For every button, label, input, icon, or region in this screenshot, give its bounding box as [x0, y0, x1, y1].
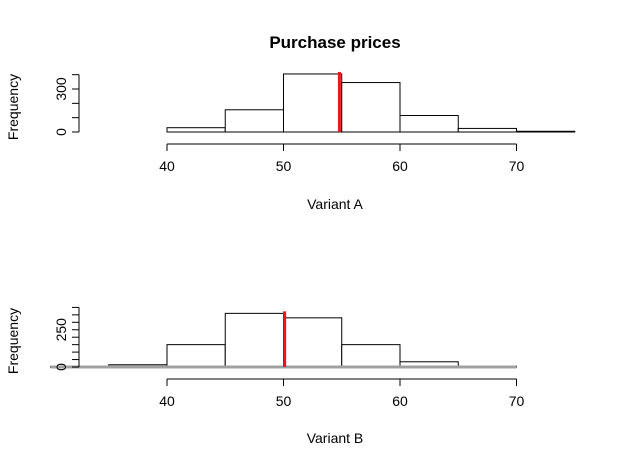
histogram-bar-a: [283, 73, 343, 133]
y-tick-label-a: 300: [53, 77, 69, 101]
histogram-bar-a: [341, 82, 401, 133]
x-tick-label-b: 50: [276, 393, 292, 409]
y-axis-label-a: Frequency: [5, 74, 21, 140]
x-tick-label-b: 70: [509, 393, 525, 409]
y-tick-label-b: 250: [53, 318, 69, 342]
histogram-bar-b: [283, 317, 343, 368]
histogram-bar-b: [166, 344, 226, 368]
histogram-bar-a: [516, 130, 576, 133]
y-tick-label-a: 0: [53, 128, 69, 136]
x-tick-label-a: 70: [509, 158, 525, 174]
x-tick-label-a: 40: [159, 158, 175, 174]
histogram-panel-b: Frequency Variant B 0 250 40 50 60 70: [5, 306, 525, 446]
histogram-bar-a: [457, 127, 517, 133]
x-tick-label-a: 50: [276, 158, 292, 174]
x-tick-label-a: 60: [392, 158, 408, 174]
x-tick-label-b: 40: [159, 393, 175, 409]
histogram-bar-b: [224, 312, 284, 368]
x-axis-label-a: Variant A: [307, 196, 363, 212]
histogram-bar-a: [224, 109, 284, 133]
histogram-panel-a: Frequency Variant A 0 300 40 50 60 70: [5, 71, 576, 212]
histogram-bar-a: [399, 115, 459, 133]
histogram-bar-a: [166, 127, 226, 133]
y-axis-label-b: Frequency: [5, 308, 21, 374]
chart-title: Purchase prices: [269, 33, 400, 52]
x-axis-label-b: Variant B: [307, 430, 364, 446]
y-tick-label-b: 0: [53, 363, 69, 371]
x-tick-label-b: 60: [392, 393, 408, 409]
histogram-bar-b: [341, 344, 401, 368]
